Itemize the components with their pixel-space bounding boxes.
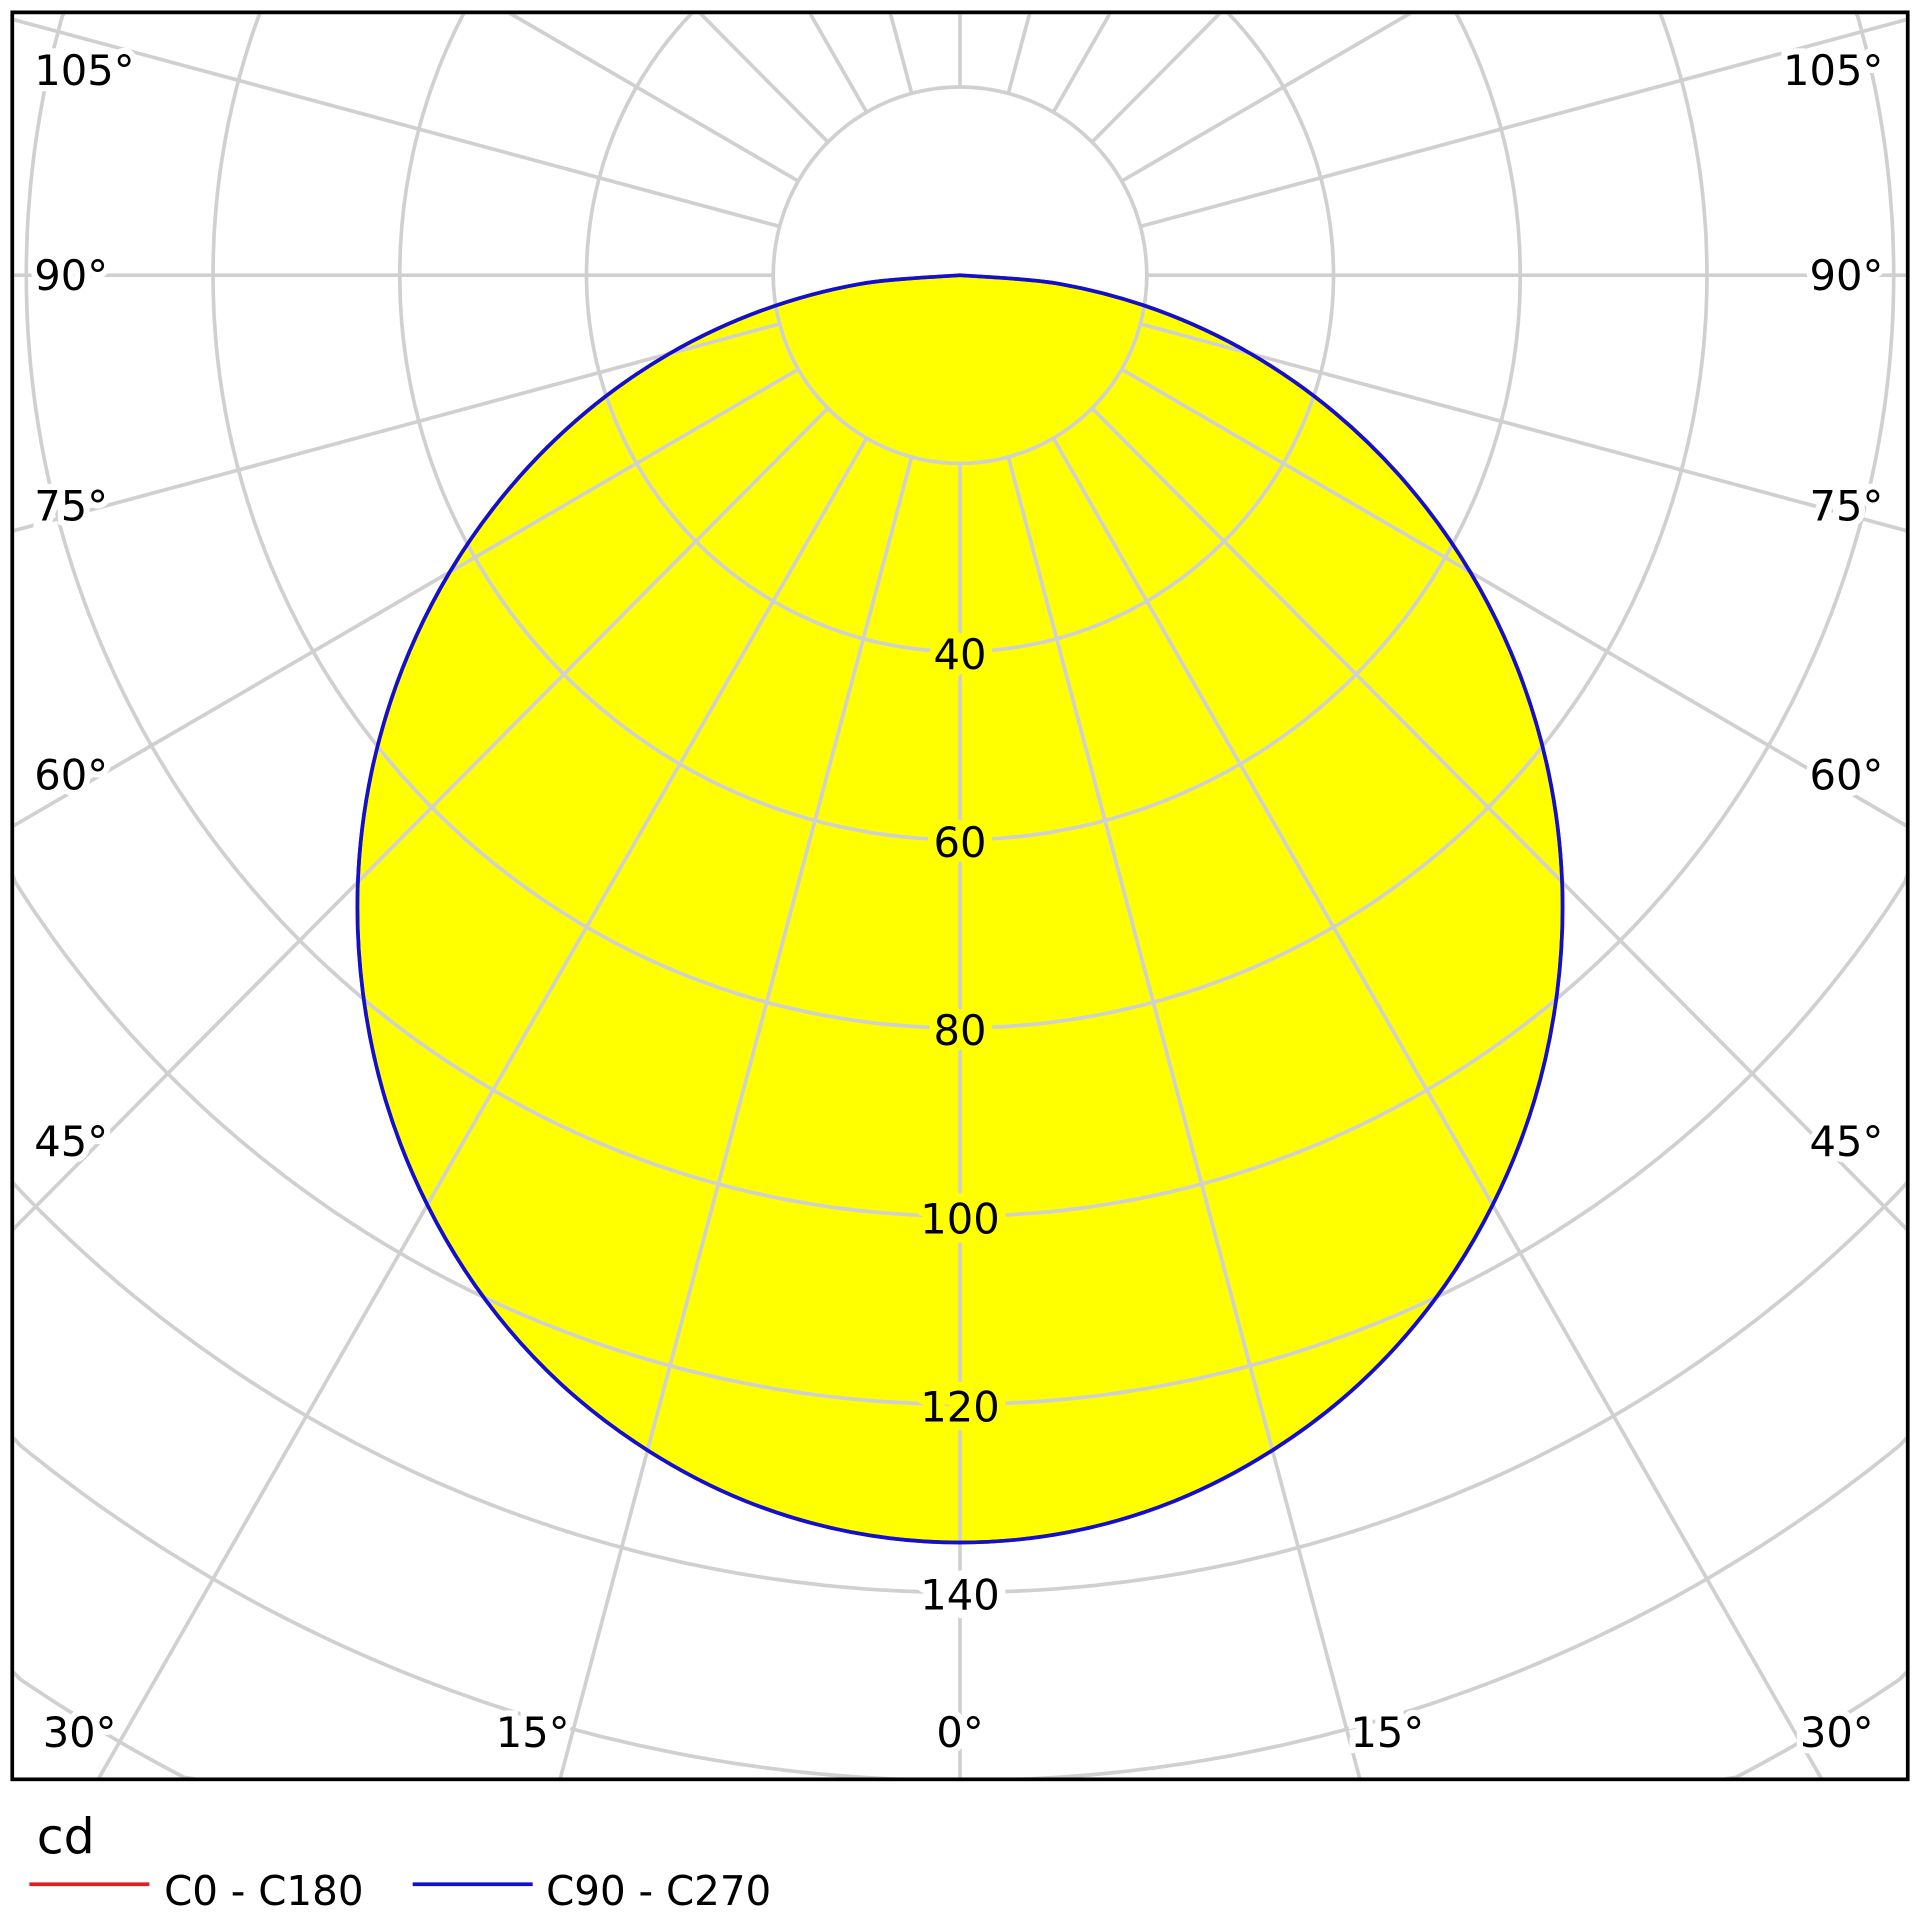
angular-grid-line: [1051, 437, 1824, 1780]
angle-label-right: 90°: [1809, 251, 1883, 300]
angle-label-right: 75°: [1809, 482, 1883, 531]
angular-grid-line: [1051, 12, 1113, 114]
angle-label-left: 90°: [34, 251, 108, 300]
radial-grid-circle: [12, 12, 1908, 1407]
series-line-c90-c270: [355, 273, 1565, 1545]
angular-grid-line: [12, 406, 830, 1232]
angular-grid-line: [888, 12, 914, 94]
angle-label-bottom: 0°: [936, 1708, 983, 1757]
angular-grid-line: [96, 437, 869, 1780]
plot-frame: [10, 10, 1910, 1782]
radial-tick-label: 120: [920, 1382, 999, 1431]
angle-label-left: 60°: [34, 751, 108, 800]
legend-label-c90-c270: C90 - C270: [546, 1867, 771, 1915]
angle-label-right: 60°: [1809, 751, 1883, 800]
angular-grid-line: [1139, 17, 1908, 229]
angle-label-left: 45°: [34, 1117, 108, 1166]
angular-grid-line: [697, 12, 830, 144]
radial-tick-label: 140: [920, 1571, 999, 1620]
radial-tick-label: 60: [934, 818, 987, 867]
angular-grid-line: [1139, 322, 1908, 533]
angular-grid-line: [1006, 12, 1032, 94]
angle-label-right: 45°: [1809, 1117, 1883, 1166]
angle-label-bottom: 30°: [43, 1708, 117, 1757]
angular-grid-line: [1120, 367, 1908, 829]
legend-label-c0-c180: C0 - C180: [164, 1867, 363, 1915]
angular-grid-line: [807, 12, 869, 114]
angle-label-left: 75°: [34, 482, 108, 531]
angular-grid-line: [1090, 406, 1908, 1232]
radial-tick-label: 100: [920, 1194, 999, 1243]
angle-label-right: 105°: [1783, 46, 1883, 95]
angular-grid-line: [507, 12, 800, 183]
radial-tick-label: 80: [934, 1006, 987, 1055]
angular-grid-line: [12, 322, 781, 533]
angular-grid-line: [12, 17, 781, 229]
angular-grid-line: [1090, 12, 1223, 144]
unit-label: cd: [37, 1807, 95, 1865]
radial-tick-label: 40: [934, 630, 987, 679]
angle-label-bottom: 15°: [1350, 1708, 1424, 1757]
angle-label-left: 105°: [34, 46, 134, 95]
angular-grid-line: [558, 456, 914, 1780]
angular-grid-line: [1006, 456, 1362, 1780]
angle-label-bottom: 15°: [496, 1708, 570, 1757]
angle-label-bottom: 30°: [1800, 1708, 1874, 1757]
angular-grid-line: [1120, 12, 1413, 183]
angular-grid-line: [12, 367, 800, 829]
